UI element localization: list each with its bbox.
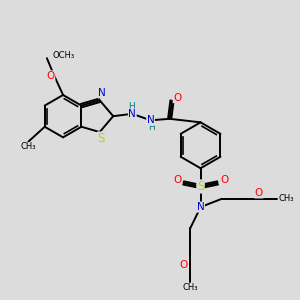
Text: N: N (197, 202, 204, 212)
Text: O: O (255, 188, 263, 198)
Text: O: O (180, 260, 188, 270)
Text: OCH₃: OCH₃ (52, 51, 74, 60)
Text: CH₃: CH₃ (182, 284, 198, 292)
Text: N: N (147, 115, 154, 125)
Text: N: N (98, 88, 106, 98)
Text: S: S (98, 132, 105, 145)
Text: O: O (220, 175, 228, 185)
Text: H: H (148, 123, 154, 132)
Text: N: N (128, 109, 136, 119)
Text: O: O (173, 175, 181, 185)
Text: H: H (128, 102, 135, 111)
Text: CH₃: CH₃ (21, 142, 36, 151)
Text: S: S (197, 180, 204, 193)
Text: CH₃: CH₃ (278, 194, 294, 203)
Text: O: O (46, 71, 55, 81)
Text: O: O (173, 93, 182, 103)
